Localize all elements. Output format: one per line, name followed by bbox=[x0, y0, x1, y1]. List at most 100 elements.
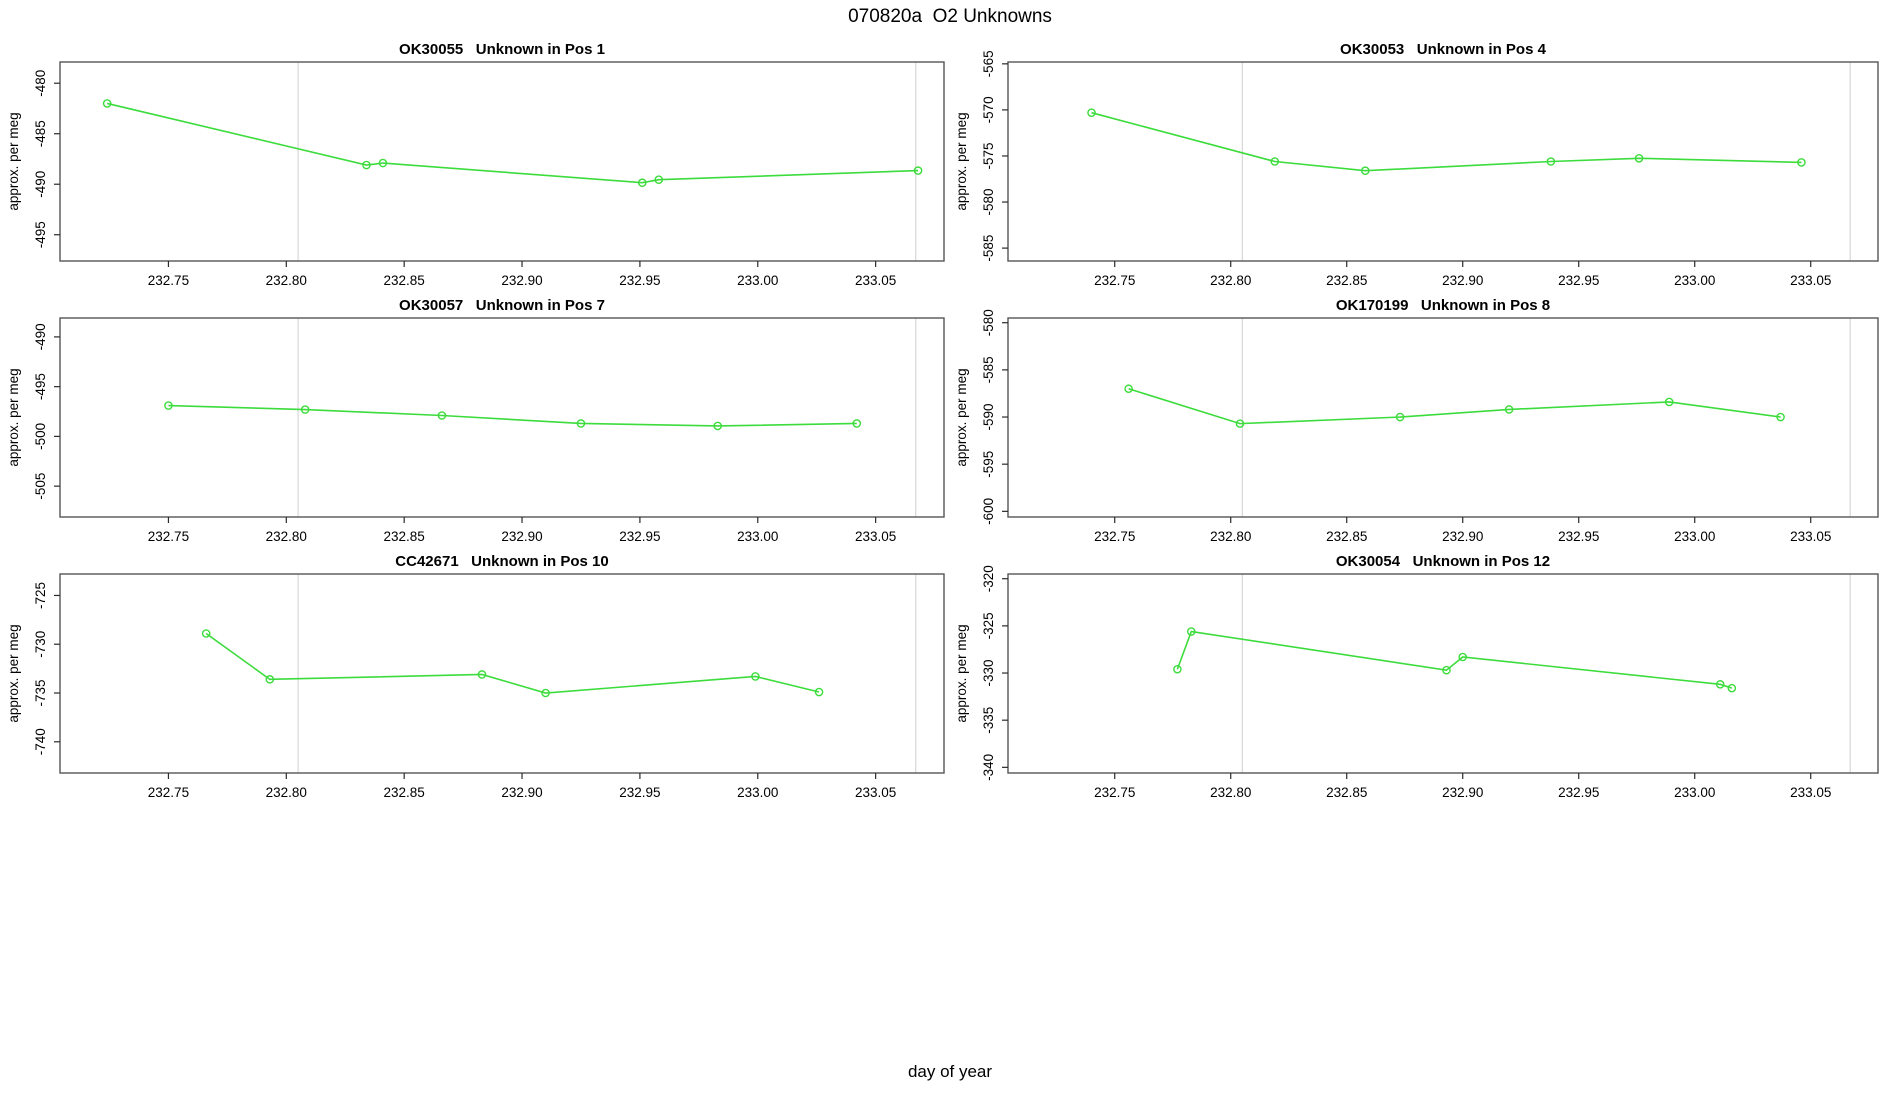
data-point bbox=[1235, 419, 1245, 428]
chart-main-title: 070820a O2 Unknowns bbox=[848, 6, 1052, 27]
data-point bbox=[814, 687, 824, 697]
x-tick-label: 233.05 bbox=[855, 529, 896, 544]
data-point bbox=[1395, 412, 1405, 422]
data-point bbox=[1546, 157, 1556, 166]
data-point bbox=[1442, 665, 1451, 675]
y-tick-label: -575 bbox=[981, 142, 996, 169]
data-line bbox=[106, 102, 919, 184]
x-tick-label: 233.05 bbox=[1790, 529, 1831, 544]
y-tick-label: -495 bbox=[33, 221, 48, 248]
panel-box bbox=[1007, 317, 1879, 518]
y-tick-label: -730 bbox=[33, 631, 48, 658]
y-tick-label: -600 bbox=[981, 498, 996, 525]
x-tick-label: 232.95 bbox=[1558, 273, 1599, 288]
x-tick-label: 232.75 bbox=[148, 785, 189, 800]
y-tick-label: -335 bbox=[981, 707, 996, 734]
panel-OK30054: 232.75 232.80 232.85 232.90 232.95 233.00 233.… bbox=[954, 553, 1879, 800]
x-tick-label: 232.85 bbox=[384, 785, 425, 800]
x-tick-label: 232.95 bbox=[619, 529, 660, 544]
data-point bbox=[1186, 627, 1196, 636]
x-tick-label: 233.00 bbox=[737, 529, 778, 544]
x-tick-label: 232.75 bbox=[1094, 273, 1135, 288]
x-tick-label: 232.90 bbox=[501, 273, 542, 288]
x-tick-label: 232.85 bbox=[1326, 273, 1367, 288]
y-tick-label: -505 bbox=[33, 473, 48, 500]
x-tick-label: 233.05 bbox=[1790, 273, 1831, 288]
data-point bbox=[1715, 680, 1725, 689]
x-tick-label: 232.95 bbox=[619, 273, 660, 288]
x-tick-label: 232.90 bbox=[501, 785, 542, 800]
data-point bbox=[1634, 153, 1644, 163]
x-tick-label: 232.75 bbox=[1094, 529, 1135, 544]
data-point bbox=[300, 405, 310, 414]
panel-box bbox=[1007, 61, 1879, 262]
y-tick-label: -340 bbox=[981, 754, 996, 781]
x-tick-label: 233.00 bbox=[737, 273, 778, 288]
data-point bbox=[713, 421, 722, 431]
x-tick-label: 232.75 bbox=[148, 529, 189, 544]
data-point bbox=[913, 166, 923, 175]
x-tick-label: 232.95 bbox=[1558, 529, 1599, 544]
data-point bbox=[637, 178, 647, 188]
x-tick-label: 232.80 bbox=[1210, 529, 1251, 544]
data-point bbox=[201, 629, 211, 638]
panel-title: OK170199 Unknown in Pos 8 bbox=[1336, 297, 1550, 314]
y-tick-label: -485 bbox=[33, 120, 48, 147]
data-point bbox=[1776, 412, 1785, 422]
data-point bbox=[576, 419, 586, 428]
y-tick-label: -570 bbox=[981, 96, 996, 123]
data-point bbox=[477, 670, 487, 679]
x-tick-label: 232.95 bbox=[1558, 785, 1599, 800]
y-axis-label: approx. per meg bbox=[6, 624, 21, 722]
data-line bbox=[1091, 111, 1802, 172]
x-tick-label: 233.05 bbox=[855, 273, 896, 288]
panel-OK30053: 232.75 232.80 232.85 232.90 232.95 233.00 233.… bbox=[954, 41, 1879, 288]
y-tick-label: -490 bbox=[33, 171, 48, 198]
data-line bbox=[1128, 387, 1781, 425]
y-tick-label: -495 bbox=[33, 373, 48, 400]
data-point bbox=[1360, 166, 1370, 176]
y-tick-label: -330 bbox=[981, 660, 996, 687]
data-point bbox=[654, 175, 664, 184]
y-tick-label: -320 bbox=[981, 565, 996, 592]
y-tick-label: -580 bbox=[981, 189, 996, 216]
data-line bbox=[1176, 630, 1733, 689]
panel-title: OK30053 Unknown in Pos 4 bbox=[1340, 41, 1547, 58]
x-tick-label: 232.80 bbox=[1210, 785, 1251, 800]
x-tick-label: 232.85 bbox=[1326, 785, 1367, 800]
y-tick-label: -500 bbox=[33, 423, 48, 450]
x-tick-label: 232.95 bbox=[619, 785, 660, 800]
y-tick-label: -735 bbox=[33, 679, 48, 706]
data-point bbox=[102, 99, 112, 108]
panel-box bbox=[1007, 573, 1879, 774]
data-point bbox=[437, 411, 447, 420]
x-tick-label: 232.80 bbox=[1210, 273, 1251, 288]
y-axis-label: approx. per meg bbox=[954, 368, 969, 466]
y-tick-label: -725 bbox=[33, 582, 48, 609]
data-point bbox=[541, 688, 550, 698]
x-tick-label: 232.90 bbox=[1442, 529, 1483, 544]
data-line bbox=[168, 404, 857, 427]
x-tick-label: 233.05 bbox=[855, 785, 896, 800]
x-tick-label: 233.00 bbox=[1674, 529, 1715, 544]
data-point bbox=[1173, 664, 1182, 674]
x-tick-label: 232.80 bbox=[266, 529, 307, 544]
data-point bbox=[751, 672, 760, 681]
panel-OK30055: 232.75 232.80 232.85 232.90 232.95 233.00 233.… bbox=[6, 41, 945, 288]
x-tick-label: 233.05 bbox=[1790, 785, 1831, 800]
x-tick-label: 232.90 bbox=[1442, 785, 1483, 800]
y-tick-label: -590 bbox=[981, 404, 996, 431]
x-tick-label: 232.85 bbox=[1326, 529, 1367, 544]
x-tick-label: 233.00 bbox=[1674, 785, 1715, 800]
y-axis-label: approx. per meg bbox=[954, 624, 969, 722]
x-tick-label: 233.00 bbox=[737, 785, 778, 800]
y-axis-label: approx. per meg bbox=[6, 368, 21, 466]
data-point bbox=[1504, 405, 1514, 414]
x-tick-label: 232.80 bbox=[266, 785, 307, 800]
x-tick-label: 232.85 bbox=[384, 273, 425, 288]
data-point bbox=[1270, 157, 1280, 166]
data-point bbox=[362, 160, 371, 170]
panel-title: OK30054 Unknown in Pos 12 bbox=[1336, 553, 1550, 570]
